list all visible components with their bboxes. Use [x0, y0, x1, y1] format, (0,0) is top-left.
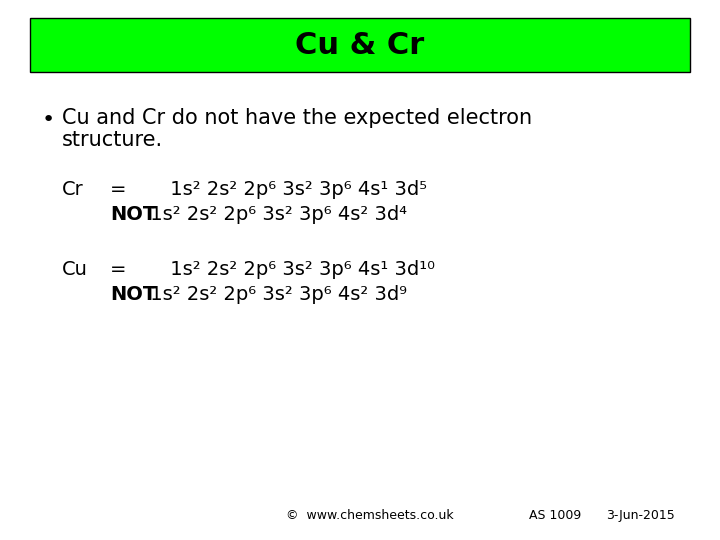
Text: •: •: [42, 110, 55, 130]
Text: structure.: structure.: [62, 130, 163, 150]
Text: Cr: Cr: [62, 180, 84, 199]
Text: 1s² 2s² 2p⁶ 3s² 3p⁶ 4s² 3d⁴: 1s² 2s² 2p⁶ 3s² 3p⁶ 4s² 3d⁴: [144, 205, 407, 224]
Text: Cu: Cu: [62, 260, 88, 279]
Text: 3-Jun-2015: 3-Jun-2015: [606, 509, 675, 522]
Text: Cu & Cr: Cu & Cr: [295, 30, 425, 59]
Text: ©  www.chemsheets.co.uk: © www.chemsheets.co.uk: [286, 509, 454, 522]
Text: NOT: NOT: [110, 285, 156, 304]
Text: NOT: NOT: [110, 205, 156, 224]
FancyBboxPatch shape: [30, 18, 690, 72]
Text: Cu and Cr do not have the expected electron: Cu and Cr do not have the expected elect…: [62, 108, 532, 128]
Text: =       1s² 2s² 2p⁶ 3s² 3p⁶ 4s¹ 3d¹⁰: = 1s² 2s² 2p⁶ 3s² 3p⁶ 4s¹ 3d¹⁰: [110, 260, 435, 279]
Text: =       1s² 2s² 2p⁶ 3s² 3p⁶ 4s¹ 3d⁵: = 1s² 2s² 2p⁶ 3s² 3p⁶ 4s¹ 3d⁵: [110, 180, 427, 199]
Text: AS 1009: AS 1009: [529, 509, 581, 522]
Text: 1s² 2s² 2p⁶ 3s² 3p⁶ 4s² 3d⁹: 1s² 2s² 2p⁶ 3s² 3p⁶ 4s² 3d⁹: [144, 285, 407, 304]
